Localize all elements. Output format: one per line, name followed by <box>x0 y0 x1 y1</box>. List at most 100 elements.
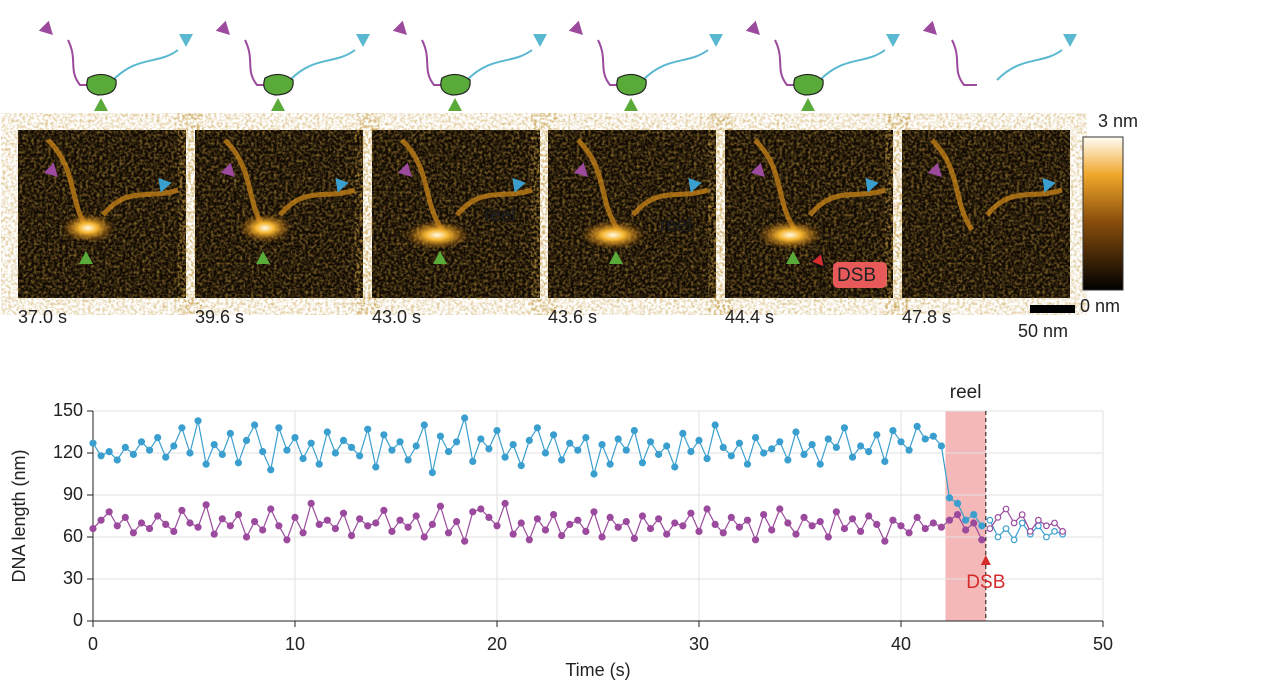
data-point <box>453 517 461 526</box>
data-point <box>541 526 550 534</box>
data-point <box>606 460 614 468</box>
data-point <box>517 519 525 527</box>
data-point <box>921 524 929 533</box>
data-point <box>1051 528 1058 535</box>
series-line <box>92 415 983 527</box>
colorbar-min: 0 nm <box>1080 296 1120 316</box>
data-point <box>1002 525 1010 532</box>
panel-label: DSB <box>837 265 876 286</box>
data-point <box>921 435 929 443</box>
colorbar <box>1082 136 1124 291</box>
data-point <box>259 448 267 456</box>
arrowhead <box>335 177 349 193</box>
arrowhead <box>1063 34 1077 47</box>
data-point <box>372 463 380 471</box>
data-point <box>453 438 461 446</box>
data-point <box>234 459 243 467</box>
data-point <box>493 427 501 435</box>
arrowhead <box>38 20 53 35</box>
cartoon-purple <box>421 39 447 86</box>
data-point <box>751 434 760 442</box>
data-point <box>420 533 428 541</box>
data-point <box>226 522 234 530</box>
data-point <box>129 450 137 458</box>
data-point <box>784 519 792 527</box>
cartoon-cyan <box>112 49 179 81</box>
data-point <box>792 428 800 436</box>
data-point <box>339 509 348 517</box>
data-point <box>121 513 129 522</box>
reel-label: reel <box>950 382 982 403</box>
arrowhead <box>865 177 879 193</box>
data-point <box>1043 533 1050 541</box>
data-point <box>428 520 436 529</box>
data-point <box>784 456 792 464</box>
data-point <box>1010 519 1018 527</box>
arrowhead <box>79 251 93 264</box>
data-point <box>485 513 493 522</box>
arrowhead <box>533 34 547 47</box>
data-point <box>202 460 210 468</box>
data-point <box>549 510 558 519</box>
data-point <box>339 436 348 444</box>
data-point <box>663 442 671 450</box>
data-point <box>97 516 105 524</box>
cartoon-purple <box>951 39 977 86</box>
data-point <box>461 537 469 545</box>
data-point <box>566 439 574 447</box>
event-label: DSB <box>966 572 1005 593</box>
dna-strand <box>576 138 709 232</box>
cartoon-protein <box>263 73 294 96</box>
data-point <box>622 446 630 454</box>
protein-blob <box>62 214 114 242</box>
cartoon-protein <box>86 73 117 96</box>
data-point <box>654 450 663 458</box>
data-point <box>97 452 105 460</box>
data-point <box>210 530 218 538</box>
data-point <box>776 505 784 513</box>
data-point <box>89 439 97 447</box>
data-point <box>428 469 436 477</box>
data-point <box>323 428 331 436</box>
data-point <box>953 510 962 519</box>
series-line <box>989 508 1064 533</box>
data-point <box>719 443 727 451</box>
data-point <box>630 427 638 435</box>
data-point <box>145 446 154 454</box>
data-point <box>970 510 978 519</box>
data-point <box>170 527 178 536</box>
data-point <box>396 516 404 524</box>
data-point <box>679 522 687 530</box>
data-point <box>291 513 299 522</box>
data-point <box>937 523 946 531</box>
data-point <box>832 508 840 516</box>
data-point <box>242 533 251 541</box>
data-point <box>614 435 622 443</box>
data-point <box>953 499 962 507</box>
y-tick-label: 0 <box>73 610 83 630</box>
data-point <box>89 524 97 533</box>
scale-bar-label: 50 nm <box>1018 321 1068 341</box>
data-point <box>719 529 727 537</box>
arrowhead <box>709 34 723 47</box>
data-point <box>154 434 162 442</box>
data-point <box>364 425 372 433</box>
data-point <box>210 441 218 449</box>
time-label: 47.8 s <box>902 307 951 327</box>
data-point <box>218 450 226 458</box>
time-label: 39.6 s <box>195 307 244 327</box>
data-point <box>283 446 291 454</box>
data-point <box>469 457 477 465</box>
y-axis-label: DNA length (nm) <box>9 449 29 582</box>
data-point <box>226 429 234 437</box>
data-point <box>848 453 857 461</box>
data-point <box>711 421 719 429</box>
data-point <box>663 530 671 538</box>
data-point <box>978 536 986 544</box>
data-point <box>768 445 776 453</box>
arrowhead <box>256 251 270 264</box>
data-point <box>323 516 331 524</box>
data-point <box>388 446 396 454</box>
data-point <box>703 505 711 513</box>
